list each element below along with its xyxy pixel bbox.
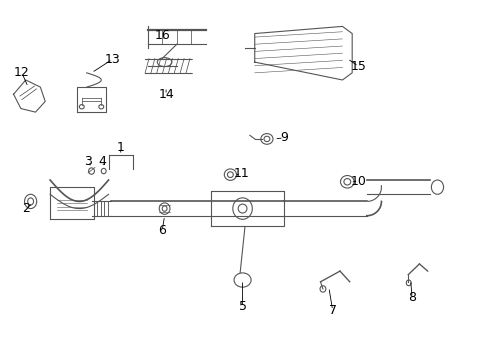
Text: 15: 15 [350, 60, 367, 73]
Polygon shape [50, 187, 94, 219]
Text: 5: 5 [239, 300, 246, 313]
Text: 14: 14 [158, 89, 174, 102]
Text: 6: 6 [158, 224, 166, 237]
Text: 10: 10 [350, 175, 367, 188]
Text: 3: 3 [84, 155, 92, 168]
Text: 4: 4 [99, 155, 107, 168]
Text: 9: 9 [280, 131, 288, 144]
Polygon shape [255, 26, 352, 80]
Text: 13: 13 [104, 53, 121, 66]
Text: 7: 7 [329, 304, 337, 317]
Text: 11: 11 [233, 167, 249, 180]
Text: 12: 12 [14, 66, 30, 79]
Polygon shape [211, 191, 284, 226]
Text: 2: 2 [22, 202, 30, 215]
Text: 16: 16 [154, 29, 170, 42]
Text: 1: 1 [117, 141, 124, 154]
Text: 8: 8 [408, 291, 416, 305]
